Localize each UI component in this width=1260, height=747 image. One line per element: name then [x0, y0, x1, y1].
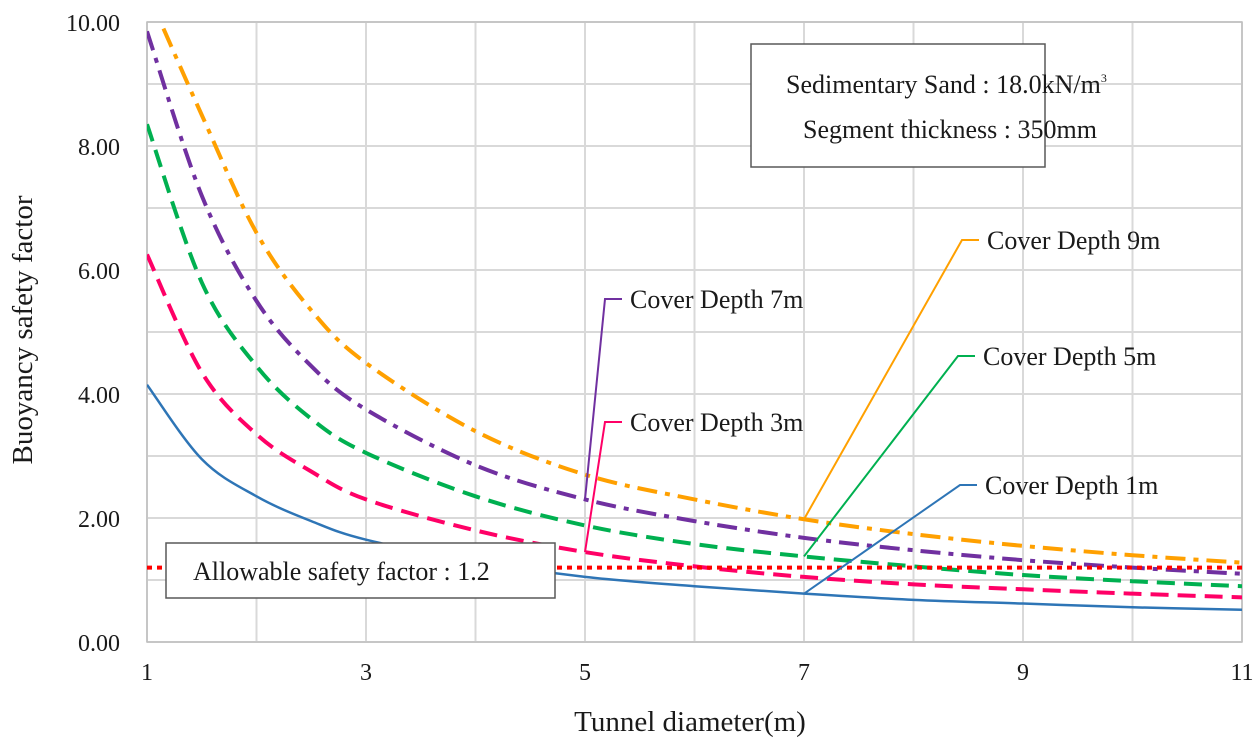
y-tick-label: 10.00	[66, 11, 120, 37]
allowable-box: Allowable safety factor : 1.2	[165, 542, 556, 599]
y-tick-label: 4.00	[78, 383, 120, 409]
leader-line	[803, 239, 979, 520]
series-line-cover-depth-5m	[147, 123, 1242, 589]
annotation-line-1-sup: 3	[1101, 71, 1107, 85]
x-axis-title: Tunnel diameter(m)	[574, 706, 806, 738]
series-line-cover-depth-3m	[147, 253, 1242, 600]
y-axis-title: Buoyancy safety factor	[7, 195, 39, 464]
y-tick-label: 0.00	[78, 631, 120, 657]
plot-border	[146, 21, 1243, 643]
x-tick-label: 7	[798, 660, 810, 686]
y-tick-label: 8.00	[78, 135, 120, 161]
y-tick-label: 2.00	[78, 507, 120, 533]
series-line-cover-depth-1m	[147, 383, 1242, 612]
annotation-line-1-text: Sedimentary Sand : 18.0kN/m	[786, 70, 1101, 99]
series-labels: Cover Depth 1m Cover Depth 3m Cover Depth …	[630, 226, 1160, 500]
tick-labels: 1 3 5 7 9 11 0.00 2.00 4.00 6.00 8.00 10.00	[66, 11, 1254, 686]
y-tick-label: 6.00	[78, 259, 120, 285]
x-tick-label: 1	[141, 660, 153, 686]
leader-lines	[584, 239, 979, 595]
x-tick-label: 11	[1230, 660, 1253, 686]
series-line-cover-depth-9m	[158, 22, 1242, 565]
leader-line	[803, 484, 977, 595]
x-tick-label: 9	[1017, 660, 1029, 686]
series-label: Cover Depth 9m	[987, 226, 1160, 255]
x-tick-label: 5	[579, 660, 591, 686]
allowable-label: Allowable safety factor : 1.2	[193, 557, 490, 586]
annotation-line-1: Sedimentary Sand : 18.0kN/m3	[786, 70, 1107, 99]
series-label: Cover Depth 1m	[985, 471, 1158, 500]
leader-line	[584, 298, 622, 500]
plot-frame	[146, 21, 1243, 643]
series-label: Cover Depth 5m	[983, 342, 1156, 371]
annotation-line-2: Segment thickness : 350mm	[803, 115, 1097, 144]
series-label: Cover Depth 3m	[630, 408, 803, 437]
annotation-box: Sedimentary Sand : 18.0kN/m3 Segment thi…	[750, 43, 1107, 168]
series-label: Cover Depth 7m	[630, 285, 803, 314]
x-tick-label: 3	[360, 660, 372, 686]
leader-line	[803, 355, 975, 558]
leader-line	[584, 421, 622, 553]
